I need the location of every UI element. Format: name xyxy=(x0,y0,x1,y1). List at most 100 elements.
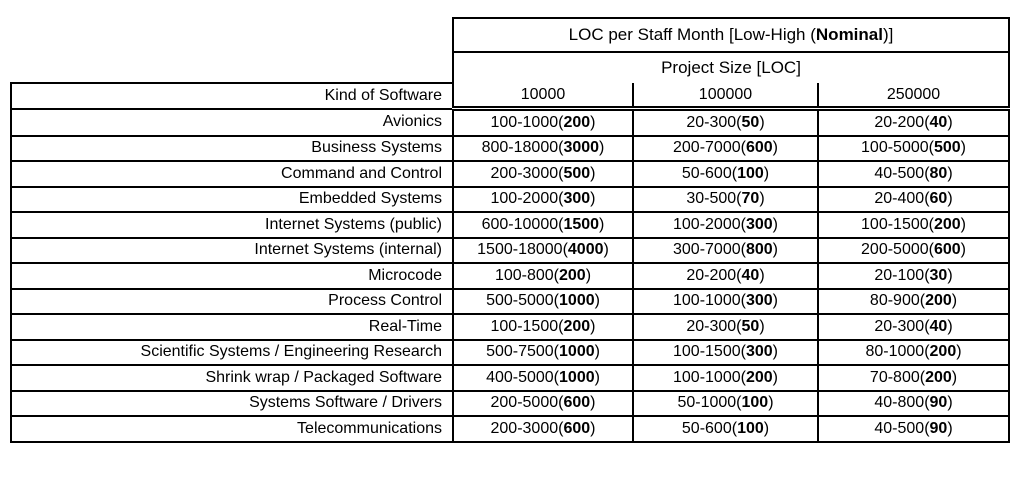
blank-corner xyxy=(11,18,453,52)
row-label: Embedded Systems xyxy=(10,185,454,213)
cell-value: 100-1000(200) xyxy=(632,364,819,392)
cell-value: 200-5000(600) xyxy=(816,236,1011,264)
nominal-value: 100 xyxy=(737,419,764,437)
nominal-value: 200 xyxy=(925,292,952,310)
cell-value: 400-5000(1000) xyxy=(452,364,634,392)
cell-value: 80-900(200) xyxy=(816,287,1011,315)
data-table: LOC per Staff Month [Low-High (Nominal)]… xyxy=(10,17,1011,443)
cell-value: 100-1500(200) xyxy=(816,211,1011,239)
nominal-value: 1000 xyxy=(559,368,595,386)
title-text-pre: LOC per Staff Month [Low-High ( xyxy=(568,25,816,44)
column-header-10000: 10000 xyxy=(452,83,634,111)
nominal-value: 90 xyxy=(929,394,948,412)
title-text-post: )] xyxy=(882,25,894,44)
nominal-value: 200 xyxy=(933,215,961,233)
cell-value: 800-18000(3000) xyxy=(452,134,634,162)
cell-value: 70-800(200) xyxy=(816,364,1011,392)
cell-value: 500-7500(1000) xyxy=(452,338,634,366)
table-body: LOC per Staff Month [Low-High (Nominal)]… xyxy=(10,17,1011,443)
table-row: Microcode 100-800(200) 20-200(40) 20-100(30… xyxy=(10,262,1011,290)
nominal-value: 800 xyxy=(745,241,773,259)
nominal-value: 600 xyxy=(933,241,961,259)
nominal-value: 3000 xyxy=(563,139,600,157)
nominal-value: 300 xyxy=(745,292,773,310)
nominal-value: 600 xyxy=(563,394,591,412)
title-text-bold: Nominal xyxy=(815,25,883,44)
cell-value: 100-2000(300) xyxy=(632,211,819,239)
title-row: LOC per Staff Month [Low-High (Nominal)] xyxy=(11,17,1011,53)
row-label: Process Control xyxy=(10,287,454,315)
nominal-value: 300 xyxy=(745,215,773,233)
cell-value: 40-500(90) xyxy=(816,415,1011,443)
cell-value: 20-100(30) xyxy=(816,262,1011,290)
cell-value: 100-800(200) xyxy=(452,262,634,290)
nominal-value: 50 xyxy=(741,317,760,335)
nominal-value: 40 xyxy=(741,266,760,284)
cell-value: 100-1000(200) xyxy=(452,107,634,137)
cell-value: 100-1500(300) xyxy=(632,338,819,366)
cell-value: 1500-18000(4000) xyxy=(452,236,634,264)
cell-value: 50-600(100) xyxy=(632,160,819,188)
cell-value: 20-200(40) xyxy=(632,262,819,290)
cell-value: 50-600(100) xyxy=(632,415,819,443)
cell-value: 50-1000(100) xyxy=(632,389,819,417)
cell-value: 20-300(40) xyxy=(816,313,1011,341)
cell-value: 40-800(90) xyxy=(816,389,1011,417)
cell-value: 200-7000(600) xyxy=(632,134,819,162)
table-row: Systems Software / Drivers 200-5000(600) 5… xyxy=(10,389,1011,417)
cell-value: 80-1000(200) xyxy=(816,338,1011,366)
nominal-value: 500 xyxy=(933,139,961,157)
table-row: Scientific Systems / Engineering Researc… xyxy=(10,338,1011,366)
cell-value: 100-1000(300) xyxy=(632,287,819,315)
nominal-value: 200 xyxy=(563,113,591,131)
cell-value: 200-3000(500) xyxy=(452,160,634,188)
cell-value: 300-7000(800) xyxy=(632,236,819,264)
nominal-value: 4000 xyxy=(567,241,604,259)
nominal-value: 300 xyxy=(745,343,773,361)
cell-value: 40-500(80) xyxy=(816,160,1011,188)
column-header-100000: 100000 xyxy=(632,83,819,111)
nominal-value: 200 xyxy=(563,317,591,335)
table-row: Real-Time 100-1500(200) 20-300(50) 20-300(4… xyxy=(10,313,1011,341)
subtitle-row: Project Size [LOC] xyxy=(11,52,1011,83)
nominal-value: 70 xyxy=(741,190,760,208)
table-row: Shrink wrap / Packaged Software 400-5000(… xyxy=(10,364,1011,392)
row-label: Internet Systems (public) xyxy=(10,211,454,239)
nominal-value: 500 xyxy=(563,164,591,182)
table-row: Business Systems 800-18000(3000) 200-7000(… xyxy=(10,134,1011,162)
cell-value: 20-300(50) xyxy=(632,107,819,137)
cell-value: 100-2000(300) xyxy=(452,185,634,213)
row-label: Telecommunications xyxy=(10,415,454,443)
nominal-value: 200 xyxy=(559,266,586,284)
cell-value: 100-5000(500) xyxy=(816,134,1011,162)
nominal-value: 600 xyxy=(745,139,773,157)
cell-value: 20-200(40) xyxy=(816,107,1011,137)
table-row: Internet Systems (public) 600-10000(1500)… xyxy=(10,211,1011,239)
row-label: Internet Systems (internal) xyxy=(10,236,454,264)
cell-value: 30-500(70) xyxy=(632,185,819,213)
column-header-row: Kind of Software 10000 100000 250000 xyxy=(10,82,1011,111)
nominal-value: 60 xyxy=(929,190,948,208)
row-label: Avionics xyxy=(10,107,454,137)
table-row: Internet Systems (internal) 1500-18000(40… xyxy=(10,236,1011,264)
table-row: Process Control 500-5000(1000) 100-1000(30… xyxy=(10,287,1011,315)
cell-value: 200-3000(600) xyxy=(452,415,634,443)
nominal-value: 40 xyxy=(929,317,948,335)
row-label: Business Systems xyxy=(10,134,454,162)
row-label: Microcode xyxy=(10,262,454,290)
row-label: Systems Software / Drivers xyxy=(10,389,454,417)
nominal-value: 600 xyxy=(563,419,591,437)
kind-of-software-header: Kind of Software xyxy=(10,82,454,110)
blank-corner xyxy=(11,52,453,83)
nominal-value: 100 xyxy=(737,164,764,182)
nominal-value: 200 xyxy=(745,368,773,386)
table-row: Embedded Systems 100-2000(300) 30-500(70) 2… xyxy=(10,185,1011,213)
row-label: Real-Time xyxy=(10,313,454,341)
nominal-value: 30 xyxy=(929,266,948,284)
cell-value: 200-5000(600) xyxy=(452,389,634,417)
nominal-value: 300 xyxy=(563,190,591,208)
nominal-value: 100 xyxy=(741,394,769,412)
nominal-value: 1000 xyxy=(559,292,595,310)
nominal-value: 200 xyxy=(929,343,957,361)
table-row: Telecommunications 200-3000(600) 50-600(10… xyxy=(10,415,1011,443)
